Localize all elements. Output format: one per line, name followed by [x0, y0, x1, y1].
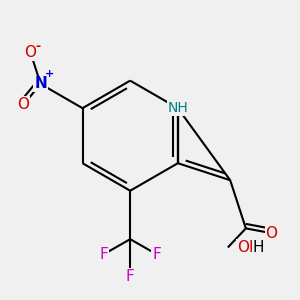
Text: H: H — [253, 240, 264, 255]
Text: F: F — [126, 269, 135, 284]
Text: O: O — [25, 45, 37, 60]
Text: N: N — [34, 76, 47, 92]
Text: O: O — [266, 226, 278, 241]
Text: NH: NH — [167, 101, 188, 115]
Text: OH: OH — [237, 240, 260, 255]
Text: F: F — [152, 247, 161, 262]
Text: -: - — [36, 40, 41, 53]
Text: +: + — [45, 69, 54, 79]
Text: O: O — [17, 97, 29, 112]
Text: F: F — [100, 247, 108, 262]
